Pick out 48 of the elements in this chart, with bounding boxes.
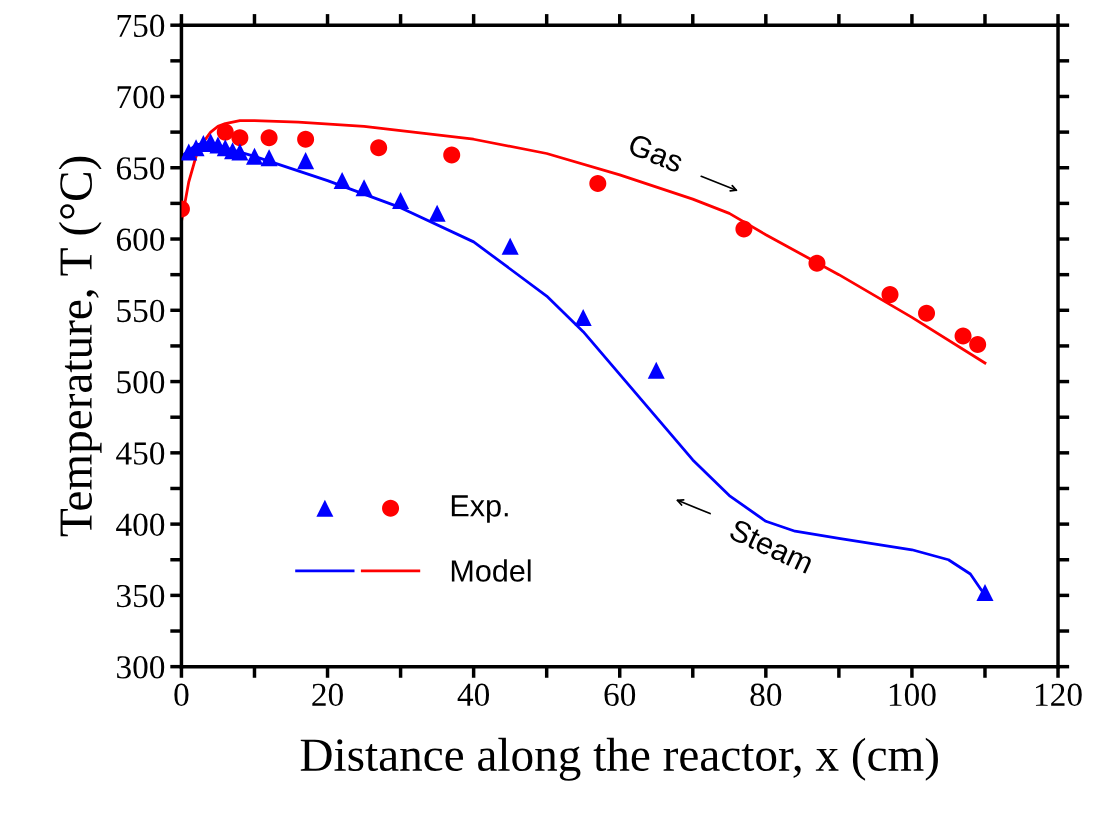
point: [245, 147, 263, 165]
y-tick-label: 500: [117, 370, 165, 394]
y-tick-label: 750: [117, 14, 165, 38]
x-tick-label: 40: [457, 683, 490, 707]
point: [647, 361, 665, 379]
point: [428, 204, 446, 222]
annotation: Gas: [627, 133, 685, 174]
point: [918, 304, 936, 322]
x-tick-label: 60: [604, 683, 636, 707]
point: [443, 146, 461, 164]
point: [574, 308, 592, 326]
point: [260, 129, 278, 147]
point: [297, 152, 315, 170]
point: [808, 254, 826, 272]
y-tick-label: 300: [117, 656, 165, 679]
x-tick-label: 80: [750, 683, 782, 707]
point: [976, 584, 994, 602]
y-tick-label: 600: [116, 228, 165, 251]
x-tick-label: 100: [889, 683, 936, 707]
point: [216, 123, 234, 141]
y-tick-label: 700: [117, 85, 165, 109]
point: [231, 129, 249, 147]
point: [589, 174, 607, 192]
y-tick-label: 450: [116, 442, 165, 465]
point: [501, 237, 519, 255]
point: [260, 149, 278, 167]
point: [881, 286, 899, 304]
y-tick-label: 650: [116, 157, 165, 180]
legend-label: Model: [451, 559, 531, 582]
y-tick-label: 400: [116, 513, 165, 537]
point: [392, 192, 410, 210]
point: [735, 220, 753, 238]
x-axis-title: Distance along the reactor, x (cm): [300, 737, 938, 781]
point: [954, 327, 972, 345]
y-axis-title: Temperature, T (°C): [58, 156, 102, 537]
point: [333, 172, 351, 190]
x-tick-label: 120: [1035, 683, 1082, 707]
x-tick-label: 20: [312, 683, 343, 707]
y-tick-label: 550: [117, 299, 165, 323]
y-tick-label: 350: [117, 584, 165, 608]
line-series: [181, 119, 987, 365]
point: [231, 143, 249, 161]
point: [297, 130, 315, 148]
point: [969, 336, 987, 354]
legend-label: Exp.: [451, 495, 508, 523]
x-tick-label: 0: [174, 683, 189, 707]
point: [355, 179, 373, 197]
point: [370, 139, 388, 157]
